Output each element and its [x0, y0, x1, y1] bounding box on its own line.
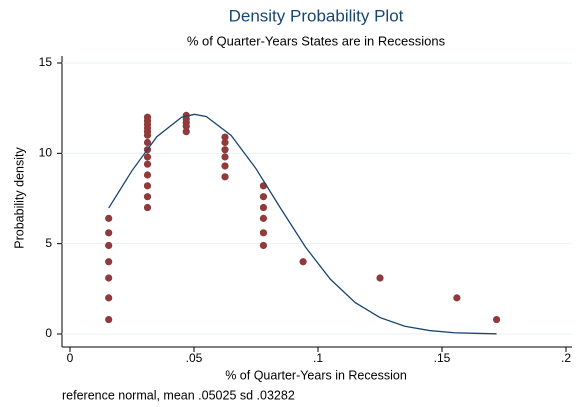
point: [105, 294, 113, 302]
y-tick-label: 10: [39, 146, 53, 160]
point: [143, 153, 152, 161]
point: [143, 193, 152, 201]
point: [143, 131, 152, 139]
y-tick-label: 15: [39, 55, 53, 69]
point: [259, 203, 268, 212]
x-tick-label: .05: [186, 351, 203, 365]
point: [221, 133, 229, 141]
point: [105, 229, 113, 237]
y-tick-label: 5: [45, 236, 52, 250]
x-tick-label: 0: [67, 351, 74, 365]
x-tick-label: .15: [434, 351, 451, 365]
point: [105, 315, 113, 324]
point: [143, 138, 152, 147]
point: [143, 171, 152, 179]
point: [376, 274, 384, 282]
point: [143, 182, 152, 190]
point: [143, 160, 152, 168]
point: [221, 173, 229, 181]
x-tick-label: .2: [561, 351, 571, 365]
point: [143, 203, 152, 212]
point: [221, 162, 229, 170]
density-line: [108, 113, 497, 335]
point: [221, 153, 229, 161]
point: [221, 146, 229, 154]
point: [259, 229, 268, 237]
point: [105, 214, 113, 222]
point: [259, 214, 268, 222]
point: [221, 138, 229, 147]
note: reference normal, mean .05025 sd .03282: [62, 388, 295, 402]
point: [182, 122, 190, 130]
x-tick-label: .1: [313, 351, 323, 365]
x-axis-label: % of Quarter-Years in Recession: [225, 368, 407, 382]
point: [105, 241, 113, 250]
point: [259, 241, 268, 250]
point: [453, 294, 461, 302]
point: [299, 258, 307, 266]
point: [182, 128, 190, 136]
chart-subtitle: % of Quarter-Years States are in Recessi…: [187, 33, 446, 48]
point: [105, 258, 113, 266]
point: [259, 193, 268, 201]
y-axis-label: Probability density: [12, 147, 26, 249]
point: [105, 274, 113, 282]
chart-title: Density Probability Plot: [229, 6, 404, 25]
point: [492, 315, 501, 324]
y-tick-label: 0: [45, 326, 52, 340]
